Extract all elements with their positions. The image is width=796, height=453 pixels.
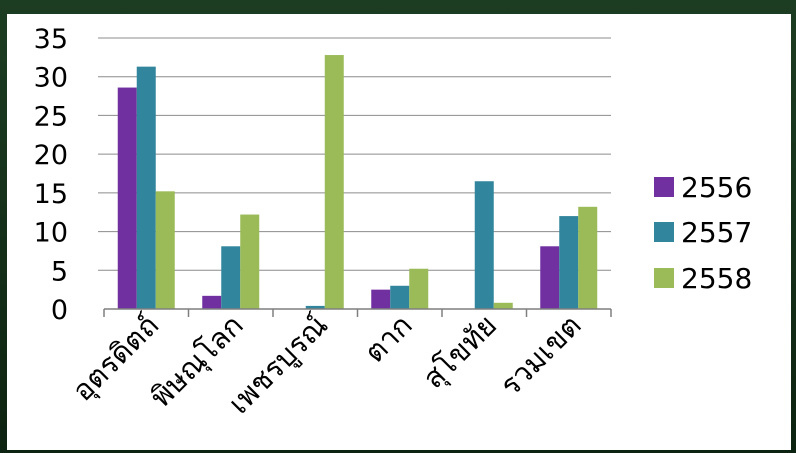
y-tick-label: 15	[34, 179, 68, 210]
bar-2557-4	[474, 181, 494, 309]
bar-2556-3	[371, 289, 391, 309]
bar-2556-5	[540, 246, 560, 309]
bar-2558-4	[493, 302, 513, 309]
bar-2557-2	[305, 305, 325, 309]
x-category-label: ตาก	[357, 308, 418, 369]
y-tick-label: 25	[34, 101, 68, 132]
bar-2557-1	[221, 246, 241, 309]
legend-swatch-2558	[654, 268, 674, 288]
bar-2557-5	[559, 216, 579, 309]
bar-2557-0	[136, 66, 156, 309]
y-tick-label: 20	[34, 140, 68, 171]
bar-2558-2	[324, 55, 344, 309]
bars	[117, 55, 598, 309]
y-axis-tick-labels: 0 5 10 15 20 25 30 35	[34, 24, 68, 326]
bar-2558-5	[578, 206, 598, 309]
y-tick-label: 10	[34, 218, 68, 249]
bar-2558-3	[409, 268, 429, 309]
bar-2556-0	[117, 87, 137, 309]
y-tick-label: 5	[51, 256, 68, 287]
bar-2557-3	[390, 285, 410, 309]
y-tick-label: 35	[34, 24, 68, 55]
legend: 2556 2557 2558	[654, 171, 752, 295]
legend-label: 2558	[681, 262, 752, 295]
legend-swatch-2556	[654, 177, 674, 197]
bar-2558-1	[240, 214, 260, 309]
bar-2556-1	[202, 295, 222, 309]
legend-label: 2557	[681, 216, 752, 249]
legend-label: 2556	[681, 171, 752, 204]
y-tick-label: 0	[51, 295, 68, 326]
y-tick-label: 30	[34, 63, 68, 94]
x-category-label: สุโขทัย	[416, 308, 504, 396]
bar-2558-0	[155, 191, 175, 309]
x-category-label: รวมเขต	[493, 308, 587, 402]
legend-swatch-2557	[654, 222, 674, 242]
x-axis	[103, 308, 612, 317]
gridlines	[98, 37, 611, 271]
